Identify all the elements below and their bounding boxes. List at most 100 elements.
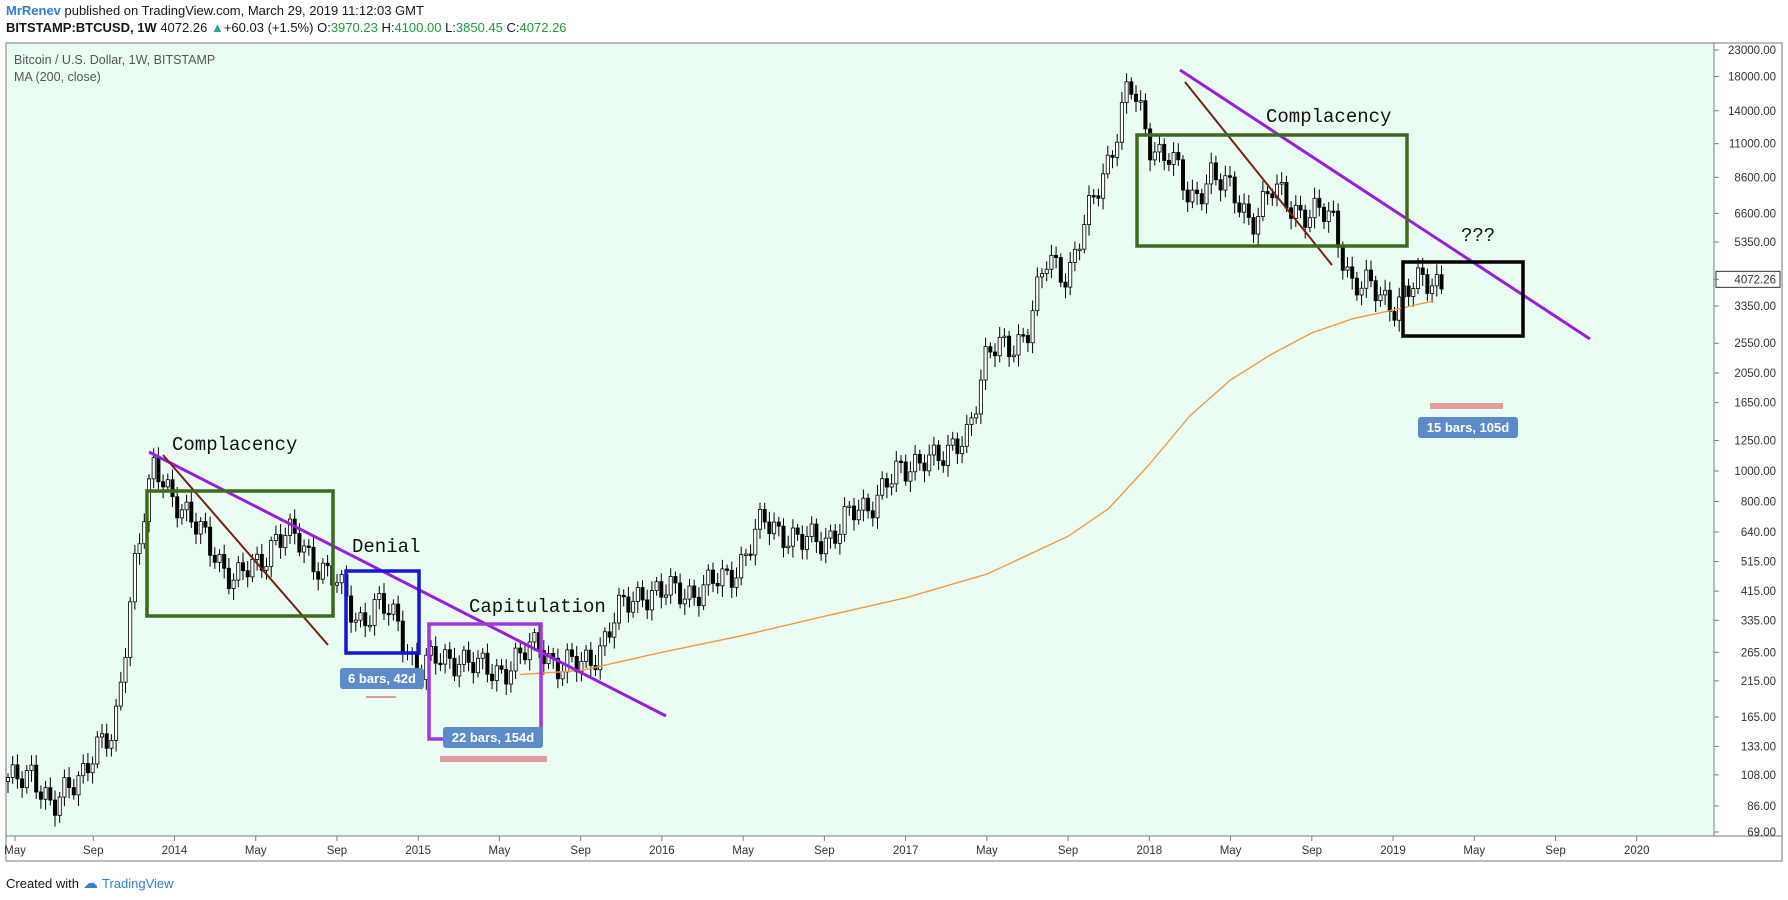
up-arrow-icon: ▲: [210, 20, 224, 35]
candle: [823, 528, 828, 564]
candle: [870, 501, 875, 527]
candle: [555, 648, 560, 689]
candle: [1157, 134, 1162, 163]
candle: [67, 767, 72, 799]
candle: [245, 560, 250, 588]
candle: [720, 559, 725, 598]
question-box[interactable]: [1401, 260, 1525, 338]
candle: [287, 513, 292, 545]
candle: [43, 780, 48, 810]
candle: [273, 525, 278, 546]
candle: [1105, 145, 1110, 179]
candle: [269, 536, 274, 578]
brown-line-2[interactable]: [1184, 81, 1333, 266]
x-tick-label: 2019: [1380, 845, 1406, 857]
candle: [334, 574, 339, 593]
candle: [635, 581, 640, 613]
publish-line: MrRenev published on TradingView.com, Ma…: [6, 3, 424, 18]
candle: [946, 434, 951, 477]
candle: [1406, 278, 1411, 307]
candle: [353, 612, 358, 632]
candle: [1068, 252, 1073, 296]
x-tick-label: May: [976, 845, 998, 857]
candle: [457, 655, 462, 688]
trendline-1[interactable]: [148, 450, 667, 718]
range-note-1[interactable]: 6 bars, 42d: [340, 668, 424, 698]
label-question: ???: [1461, 225, 1495, 247]
candle: [1204, 174, 1209, 214]
complacency-box-1[interactable]: [145, 489, 335, 618]
y-tick-label: 6600.00: [1734, 208, 1776, 220]
candle: [743, 548, 748, 566]
x-tick-label: May: [245, 845, 267, 857]
candle: [1369, 260, 1374, 288]
candle: [1152, 142, 1157, 166]
candle: [24, 765, 29, 794]
label-denial: Denial: [352, 536, 420, 558]
candle: [1439, 265, 1444, 295]
range-note-3[interactable]: 15 bars, 105d: [1418, 403, 1518, 438]
candle: [217, 549, 222, 573]
candle: [471, 651, 476, 684]
candle: [198, 517, 203, 544]
candle: [259, 543, 264, 578]
candle: [193, 512, 198, 545]
candle: [974, 406, 979, 424]
candle: [1016, 324, 1021, 367]
candle: [913, 445, 918, 481]
candle: [842, 497, 847, 542]
range-note-1-text: 6 bars, 42d: [348, 671, 416, 686]
candle: [34, 754, 39, 799]
candle: [781, 518, 786, 558]
candle: [189, 491, 194, 529]
candle: [1087, 185, 1092, 236]
candle: [607, 622, 612, 644]
y-tick-label: 133.00: [1741, 741, 1776, 753]
candle: [1251, 213, 1256, 244]
brown-line-1[interactable]: [162, 454, 329, 646]
candle: [10, 755, 15, 784]
candle: [598, 637, 603, 680]
candle: [828, 524, 833, 549]
open-value: 3970.23: [330, 20, 378, 35]
candle: [1425, 268, 1430, 301]
candle: [833, 524, 838, 549]
candle: [1148, 122, 1153, 172]
candle: [725, 564, 730, 576]
complacency-box-2[interactable]: [1135, 133, 1409, 248]
candle: [311, 536, 316, 580]
candle: [997, 326, 1002, 363]
y-tick-label: 3350.00: [1734, 301, 1776, 313]
candle: [701, 574, 706, 611]
candle: [1166, 153, 1171, 172]
candle: [231, 573, 236, 600]
candle: [1110, 150, 1115, 169]
candle: [1307, 209, 1312, 233]
range-bar-3: [1430, 403, 1503, 409]
time-axis[interactable]: [5, 835, 1783, 862]
candle: [819, 531, 824, 561]
x-tick-label: May: [1220, 845, 1242, 857]
denial-box[interactable]: [344, 569, 421, 655]
x-tick-label: 2014: [162, 845, 188, 857]
range-note-2[interactable]: 22 bars, 154d: [440, 727, 547, 762]
candle: [443, 643, 448, 674]
price-change: +60.03 (+1.5%): [223, 20, 314, 35]
candle: [875, 484, 880, 529]
candle: [1223, 165, 1228, 198]
candle: [1228, 165, 1233, 187]
candle: [993, 343, 998, 368]
footer-text: Created with: [6, 875, 79, 891]
author-link[interactable]: MrRenev: [6, 3, 61, 18]
candle: [772, 512, 777, 540]
candle: [212, 547, 217, 569]
tradingview-link[interactable]: TradingView: [101, 875, 174, 891]
candle: [903, 454, 908, 486]
candle: [1317, 189, 1322, 217]
candle: [1143, 93, 1148, 137]
candle: [1096, 188, 1101, 207]
candle: [283, 527, 288, 556]
candle: [978, 369, 983, 425]
symbol-line: BITSTAMP:BTCUSD, 1W 4072.26 ▲+60.03 (+1.…: [6, 20, 567, 35]
